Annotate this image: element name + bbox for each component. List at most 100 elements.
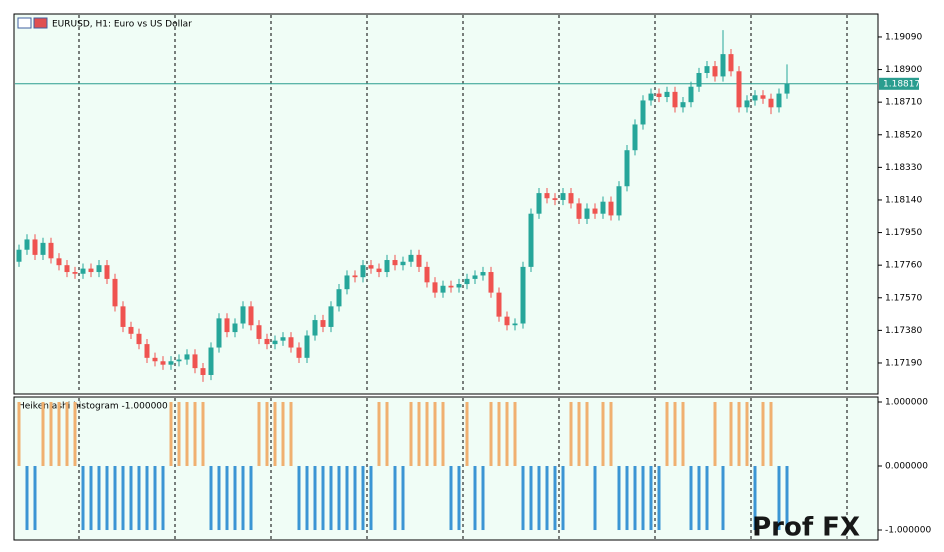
histogram-bar — [249, 466, 253, 531]
candle-body — [504, 316, 510, 326]
histogram-bar — [137, 466, 141, 531]
histogram-bar — [353, 466, 357, 531]
candle-body — [248, 306, 254, 326]
candle-body — [736, 71, 742, 108]
histogram-bar — [593, 466, 597, 531]
y-tick-label: 1.17570 — [885, 293, 922, 303]
histogram-bar — [401, 466, 405, 531]
candle-body — [104, 265, 110, 279]
histogram-bar — [97, 466, 101, 531]
candle-body — [40, 242, 46, 255]
histogram-bar — [449, 466, 453, 531]
histogram-bar — [225, 466, 229, 531]
candle-body — [432, 282, 438, 293]
histogram-bar — [193, 401, 197, 467]
histogram-bar — [65, 401, 69, 467]
candle-body — [456, 284, 462, 288]
candle-body — [576, 203, 582, 219]
histogram-bar — [305, 466, 309, 531]
candle-body — [632, 124, 638, 151]
candle-body — [536, 193, 542, 214]
candle-body — [624, 150, 630, 187]
histogram-bar — [457, 466, 461, 531]
y-tick-label: 1.18900 — [885, 65, 922, 75]
candle-body — [32, 239, 38, 255]
histogram-bar — [673, 401, 677, 467]
candle-body — [520, 266, 526, 324]
candle-body — [696, 72, 702, 87]
histogram-bar — [577, 401, 581, 467]
candle-body — [184, 354, 190, 360]
histogram-bar — [25, 466, 29, 531]
candle-body — [112, 278, 118, 307]
candle-body — [544, 193, 550, 199]
icon — [33, 17, 48, 29]
candle-body — [480, 272, 486, 276]
histogram-bar — [633, 466, 637, 531]
candle-body — [136, 333, 142, 345]
histogram-bar — [665, 401, 669, 467]
histogram-bar — [289, 401, 293, 467]
histogram-bar — [569, 401, 573, 467]
candle-body — [200, 368, 206, 375]
candle-body — [648, 93, 654, 101]
histogram-bar — [625, 466, 629, 531]
histogram-bar — [385, 401, 389, 467]
histogram-bar — [785, 466, 789, 531]
histogram-bar — [89, 466, 93, 531]
histogram-bar — [481, 466, 485, 531]
histogram-bar — [369, 466, 373, 531]
candle-body — [144, 344, 150, 358]
histogram-bar — [689, 466, 693, 531]
candle-body — [256, 325, 262, 339]
y-tick-label: 1.18330 — [885, 163, 922, 173]
histogram-bar — [537, 466, 541, 531]
y-tick-label: 1.18140 — [885, 195, 922, 205]
candle-body — [488, 272, 494, 293]
candle-body — [408, 254, 414, 262]
histogram-bar — [113, 466, 117, 531]
histogram-bar — [585, 401, 589, 467]
candle-body — [240, 306, 246, 324]
candle-body — [768, 98, 774, 108]
histogram-bar — [313, 466, 317, 531]
histogram-bar — [105, 466, 109, 531]
candle-body — [328, 306, 334, 327]
candle-body — [464, 278, 470, 285]
histogram-bar — [17, 401, 21, 467]
candle-body — [568, 193, 574, 204]
histogram-bar — [545, 466, 549, 531]
candle-body — [176, 359, 182, 362]
y-tick-label: 1.18710 — [885, 98, 922, 108]
candle-body — [368, 265, 374, 269]
candle-body — [280, 337, 286, 341]
histogram-bar — [777, 466, 781, 531]
histogram-bar — [153, 466, 157, 531]
candle-body — [152, 357, 158, 362]
histogram-bar — [713, 401, 717, 467]
candle-body — [56, 258, 62, 266]
histogram-bar — [185, 401, 189, 467]
icon — [17, 17, 32, 29]
candle-body — [416, 254, 422, 267]
histogram-bar — [73, 401, 77, 467]
histogram-bar — [721, 466, 725, 531]
histogram-bar — [769, 401, 773, 467]
candle-body — [128, 326, 134, 334]
candle-body — [168, 361, 174, 365]
candle-body — [528, 213, 534, 267]
candle-body — [688, 86, 694, 103]
candle-body — [208, 347, 214, 375]
histogram-bar — [521, 466, 525, 531]
histogram-bar — [601, 401, 605, 467]
candle-body — [288, 337, 294, 348]
histogram-bar — [417, 401, 421, 467]
histogram-bar — [217, 466, 221, 531]
candle-body — [304, 335, 310, 358]
candle-body — [80, 268, 86, 274]
candle-body — [672, 91, 678, 108]
histogram-bar — [129, 466, 133, 531]
histogram-bar — [329, 466, 333, 531]
candle-body — [616, 186, 622, 216]
